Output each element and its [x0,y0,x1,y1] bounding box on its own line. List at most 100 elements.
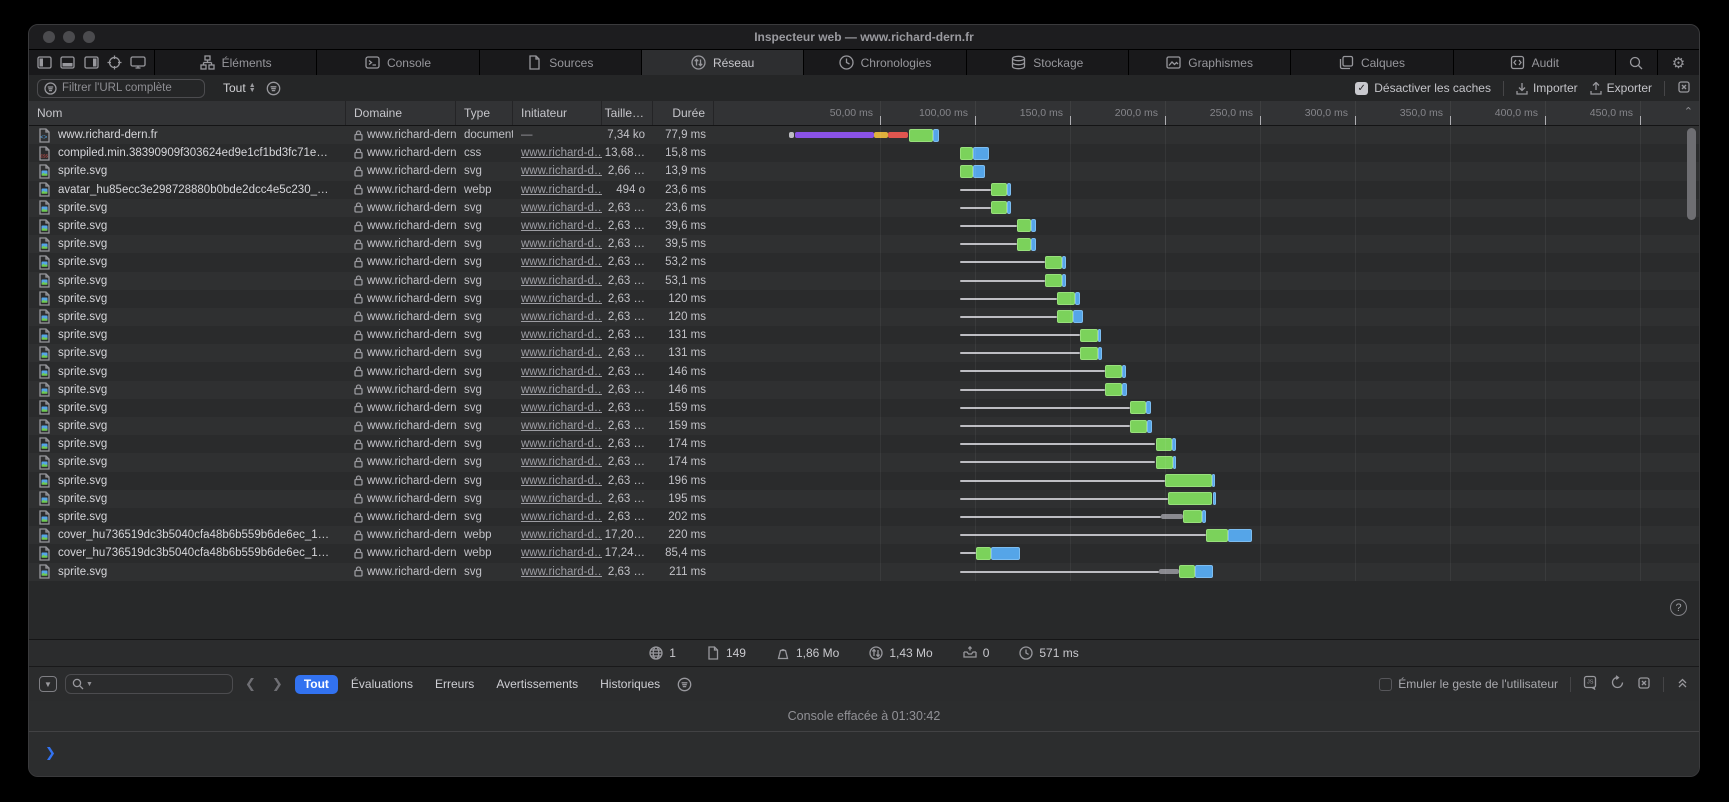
import-button[interactable]: Importer [1516,81,1578,95]
table-row[interactable]: sprite.svgwww.richard-dern.frsvgwww.rich… [29,381,1699,399]
initiator-link[interactable]: www.richard-d… [521,202,602,214]
inspect-element-icon[interactable] [107,55,122,70]
console-prompt-area[interactable]: ❯ [29,732,1699,776]
console-filter-tout[interactable]: Tout [295,675,338,694]
tab-console[interactable]: Console [316,50,478,75]
console-filter-options-icon[interactable] [677,677,692,692]
initiator-link[interactable]: www.richard-d… [521,475,602,487]
table-row[interactable]: sprite.svgwww.richard-dern.frsvgwww.rich… [29,253,1699,271]
tab-réseau[interactable]: Réseau [641,50,803,75]
initiator-link[interactable]: www.richard-d… [521,402,602,414]
table-row[interactable]: sprite.svgwww.richard-dern.frsvgwww.rich… [29,508,1699,526]
column-header-type[interactable]: Type [456,101,513,125]
device-icon[interactable] [130,56,146,69]
table-row[interactable]: sprite.svgwww.richard-dern.frsvgwww.rich… [29,399,1699,417]
table-row[interactable]: sprite.svgwww.richard-dern.frsvgwww.rich… [29,417,1699,435]
console-filter-avertissements[interactable]: Avertissements [487,675,587,694]
initiator-link[interactable]: www.richard-d… [521,293,602,305]
initiator-link[interactable]: www.richard-d… [521,220,602,232]
table-row[interactable]: sprite.svgwww.richard-dern.frsvgwww.rich… [29,344,1699,362]
console-filter-erreurs[interactable]: Erreurs [426,675,483,694]
console-filter-évaluations[interactable]: Évaluations [342,675,422,694]
table-row[interactable]: sprite.svgwww.richard-dern.frsvgwww.rich… [29,199,1699,217]
tab-graphismes[interactable]: Graphismes [1128,50,1290,75]
table-row[interactable]: sprite.svgwww.richard-dern.frsvgwww.rich… [29,290,1699,308]
table-row[interactable]: sprite.svgwww.richard-dern.frsvgwww.rich… [29,435,1699,453]
table-row[interactable]: sprite.svgwww.richard-dern.frsvgwww.rich… [29,272,1699,290]
close-window-button[interactable] [43,31,55,43]
vertical-scrollbar[interactable] [1687,128,1696,220]
dock-bottom-icon[interactable] [60,56,75,69]
initiator-link[interactable]: www.richard-d… [521,511,602,523]
reload-icon[interactable] [1610,675,1625,693]
expand-console-icon[interactable] [1676,676,1689,692]
table-row[interactable]: sprite.svgwww.richard-dern.frsvgwww.rich… [29,490,1699,508]
table-row[interactable]: sprite.svgwww.richard-dern.frsvgwww.rich… [29,308,1699,326]
initiator-link[interactable]: www.richard-d… [521,184,602,196]
initiator-link[interactable]: www.richard-d… [521,311,602,323]
tab-chronologies[interactable]: Chronologies [803,50,965,75]
table-row[interactable]: sprite.svgwww.richard-dern.frsvgwww.rich… [29,563,1699,581]
column-header-duration[interactable]: Durée [653,101,714,125]
emulate-user-gesture-checkbox[interactable]: Émuler le geste de l'utilisateur [1379,677,1558,691]
zoom-window-button[interactable] [83,31,95,43]
collapse-header-chevron-icon[interactable]: ⌃ [1684,105,1693,118]
help-button[interactable]: ? [1670,599,1687,616]
table-row[interactable]: sprite.svgwww.richard-dern.frsvgwww.rich… [29,472,1699,490]
initiator-link[interactable]: www.richard-d… [521,547,602,559]
disable-caches-checkbox[interactable]: ✓ Désactiver les caches [1355,81,1491,95]
tab-éléments[interactable]: Éléments [154,50,316,75]
initiator-link[interactable]: www.richard-d… [521,347,602,359]
filter-options-icon[interactable] [266,81,281,96]
initiator-link[interactable]: www.richard-d… [521,384,602,396]
console-filter-historiques[interactable]: Historiques [591,675,669,694]
column-header-domain[interactable]: Domaine [346,101,456,125]
show-javascript-context-icon[interactable]: JS [1583,675,1598,693]
table-row[interactable]: sprite.svgwww.richard-dern.frsvgwww.rich… [29,453,1699,471]
initiator-link[interactable]: www.richard-d… [521,456,602,468]
column-header-size[interactable]: Taille… [602,101,653,125]
resource-type-dropdown[interactable]: Tout ▲▼ [223,81,256,95]
column-header-initiator[interactable]: Initiateur [513,101,602,125]
table-row[interactable]: cover_hu736519dc3b5040cfa48b6b559b6de6ec… [29,526,1699,544]
clear-console-icon[interactable] [1637,676,1651,693]
column-header-name[interactable]: Nom [29,101,346,125]
table-row[interactable]: sprite.svgwww.richard-dern.frsvgwww.rich… [29,217,1699,235]
initiator-link[interactable]: www.richard-d… [521,420,602,432]
initiator-link[interactable]: www.richard-d… [521,493,602,505]
initiator-link[interactable]: www.richard-d… [521,256,602,268]
table-row[interactable]: sprite.svgwww.richard-dern.frsvgwww.rich… [29,326,1699,344]
initiator-link[interactable]: www.richard-d… [521,366,602,378]
initiator-link[interactable]: www.richard-d… [521,566,602,578]
initiator-link[interactable]: www.richard-d… [521,529,602,541]
tab-stockage[interactable]: Stockage [966,50,1128,75]
previous-result-button[interactable]: ❮ [241,676,260,692]
table-row[interactable]: sprite.svgwww.richard-dern.frsvgwww.rich… [29,362,1699,380]
initiator-link[interactable]: www.richard-d… [521,238,602,250]
initiator-link[interactable]: www.richard-d… [521,165,602,177]
export-button[interactable]: Exporter [1590,81,1652,95]
table-row[interactable]: sprite.svgwww.richard-dern.frsvgwww.rich… [29,235,1699,253]
table-row[interactable]: csscompiled.min.38390909f303624ed9e1cf1b… [29,144,1699,162]
search-button[interactable] [1615,50,1657,75]
table-row[interactable]: sprite.svgwww.richard-dern.frsvgwww.rich… [29,162,1699,180]
initiator-link[interactable]: www.richard-d… [521,329,602,341]
console-picker-icon[interactable]: ▼ [39,676,57,692]
tab-sources[interactable]: Sources [479,50,641,75]
settings-button[interactable]: ⚙ [1657,50,1699,75]
url-filter-input[interactable]: Filtrer l'URL complète [37,79,205,98]
traffic-lights[interactable] [43,31,95,43]
table-row[interactable]: <>www.richard-dern.frwww.richard-dern.fr… [29,126,1699,144]
table-row[interactable]: avatar_hu85ecc3e298728880b0bde2dcc4e5c23… [29,181,1699,199]
tab-audit[interactable]: Audit [1453,50,1615,75]
tab-calques[interactable]: Calques [1290,50,1452,75]
initiator-link[interactable]: www.richard-d… [521,275,602,287]
initiator-link[interactable]: www.richard-d… [521,147,602,159]
minimize-window-button[interactable] [63,31,75,43]
initiator-link[interactable]: www.richard-d… [521,438,602,450]
dock-left-icon[interactable] [37,56,52,69]
next-result-button[interactable]: ❯ [268,676,287,692]
console-search-input[interactable]: ▼ [65,674,233,694]
clear-network-items-icon[interactable] [1677,80,1691,97]
table-row[interactable]: cover_hu736519dc3b5040cfa48b6b559b6de6ec… [29,544,1699,562]
